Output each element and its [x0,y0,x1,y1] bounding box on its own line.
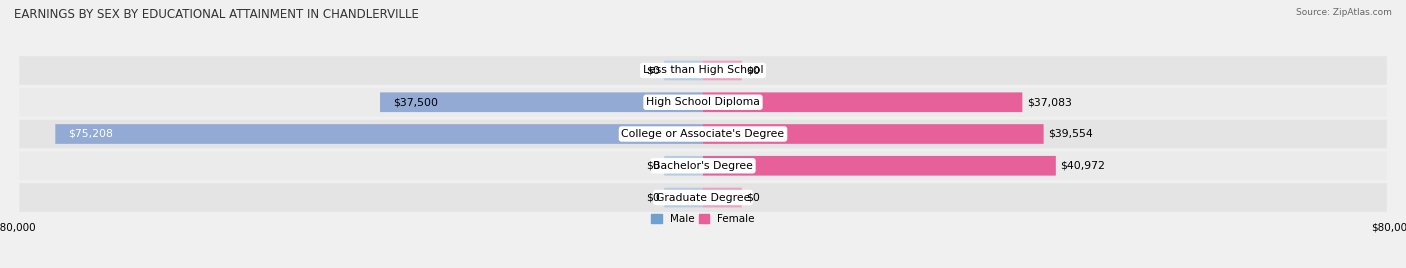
Text: $0: $0 [747,192,759,203]
FancyBboxPatch shape [703,124,1043,144]
FancyBboxPatch shape [664,61,703,80]
Text: $0: $0 [647,192,659,203]
Text: $0: $0 [747,65,759,76]
Text: $39,554: $39,554 [1047,129,1092,139]
Text: Source: ZipAtlas.com: Source: ZipAtlas.com [1296,8,1392,17]
FancyBboxPatch shape [20,56,1386,85]
FancyBboxPatch shape [703,61,742,80]
Text: $37,500: $37,500 [392,97,439,107]
FancyBboxPatch shape [20,120,1386,148]
FancyBboxPatch shape [703,188,742,207]
FancyBboxPatch shape [20,88,1386,117]
FancyBboxPatch shape [703,92,1022,112]
Text: $75,208: $75,208 [69,129,112,139]
FancyBboxPatch shape [380,92,703,112]
Text: Graduate Degree: Graduate Degree [655,192,751,203]
FancyBboxPatch shape [703,156,1056,176]
Text: $40,972: $40,972 [1060,161,1105,171]
FancyBboxPatch shape [20,183,1386,212]
Text: Bachelor's Degree: Bachelor's Degree [652,161,754,171]
FancyBboxPatch shape [664,188,703,207]
Text: College or Associate's Degree: College or Associate's Degree [621,129,785,139]
Text: $37,083: $37,083 [1026,97,1071,107]
Text: $0: $0 [647,65,659,76]
FancyBboxPatch shape [55,124,703,144]
Legend: Male, Female: Male, Female [647,210,759,228]
FancyBboxPatch shape [20,151,1386,180]
Text: Less than High School: Less than High School [643,65,763,76]
Text: $0: $0 [647,161,659,171]
Text: EARNINGS BY SEX BY EDUCATIONAL ATTAINMENT IN CHANDLERVILLE: EARNINGS BY SEX BY EDUCATIONAL ATTAINMEN… [14,8,419,21]
Text: High School Diploma: High School Diploma [647,97,759,107]
FancyBboxPatch shape [664,156,703,176]
